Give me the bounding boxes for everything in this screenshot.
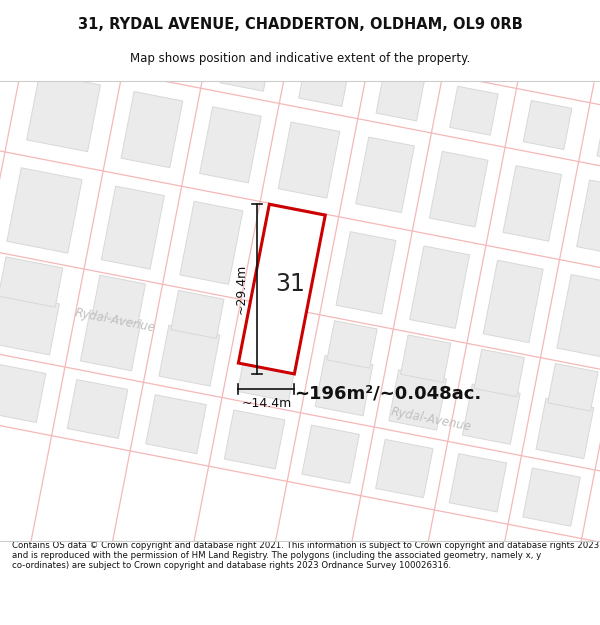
Polygon shape — [449, 86, 498, 135]
Polygon shape — [146, 395, 206, 454]
Polygon shape — [171, 291, 224, 339]
Polygon shape — [430, 151, 488, 227]
Polygon shape — [536, 398, 594, 459]
Polygon shape — [80, 310, 142, 371]
Polygon shape — [7, 168, 82, 253]
Polygon shape — [410, 246, 470, 328]
Polygon shape — [401, 335, 451, 382]
Polygon shape — [356, 137, 415, 212]
Polygon shape — [26, 73, 100, 152]
Polygon shape — [0, 361, 46, 423]
Polygon shape — [523, 468, 580, 526]
Text: Contains OS data © Crown copyright and database right 2021. This information is : Contains OS data © Crown copyright and d… — [12, 541, 599, 571]
Polygon shape — [315, 356, 373, 416]
Polygon shape — [483, 260, 543, 343]
Polygon shape — [302, 425, 359, 483]
Polygon shape — [503, 166, 562, 241]
Polygon shape — [336, 232, 396, 314]
Polygon shape — [278, 122, 340, 198]
Polygon shape — [449, 454, 506, 512]
Polygon shape — [238, 204, 325, 374]
Polygon shape — [92, 275, 146, 323]
Polygon shape — [389, 370, 446, 430]
Polygon shape — [224, 410, 285, 469]
Polygon shape — [523, 101, 572, 149]
Polygon shape — [48, 8, 110, 60]
Polygon shape — [180, 201, 243, 284]
Polygon shape — [327, 321, 377, 368]
Text: ~29.4m: ~29.4m — [235, 264, 247, 314]
Text: ~14.4m: ~14.4m — [241, 397, 292, 410]
Polygon shape — [299, 57, 350, 106]
Text: Map shows position and indicative extent of the property.: Map shows position and indicative extent… — [130, 52, 470, 65]
Polygon shape — [0, 257, 63, 307]
Polygon shape — [200, 107, 261, 183]
Polygon shape — [376, 439, 433, 498]
Polygon shape — [463, 384, 520, 444]
Polygon shape — [577, 180, 600, 256]
Text: 31, RYDAL AVENUE, CHADDERTON, OLDHAM, OL9 0RB: 31, RYDAL AVENUE, CHADDERTON, OLDHAM, OL… — [77, 17, 523, 32]
Text: 31: 31 — [275, 272, 305, 296]
Polygon shape — [250, 306, 302, 354]
Polygon shape — [142, 26, 193, 76]
Polygon shape — [376, 72, 425, 121]
Polygon shape — [121, 91, 183, 168]
Polygon shape — [557, 274, 600, 357]
Text: Rydal‑Avenue: Rydal‑Avenue — [73, 306, 156, 335]
Polygon shape — [0, 291, 59, 355]
Polygon shape — [597, 115, 600, 164]
Polygon shape — [67, 379, 128, 439]
Polygon shape — [474, 349, 524, 397]
Text: Rydal‑Avenue: Rydal‑Avenue — [390, 406, 473, 434]
Text: ~196m²/~0.048ac.: ~196m²/~0.048ac. — [294, 384, 481, 402]
Polygon shape — [259, 217, 322, 299]
Polygon shape — [238, 341, 298, 401]
Polygon shape — [159, 325, 220, 386]
Polygon shape — [548, 364, 598, 411]
Polygon shape — [220, 42, 271, 91]
Polygon shape — [101, 186, 164, 269]
